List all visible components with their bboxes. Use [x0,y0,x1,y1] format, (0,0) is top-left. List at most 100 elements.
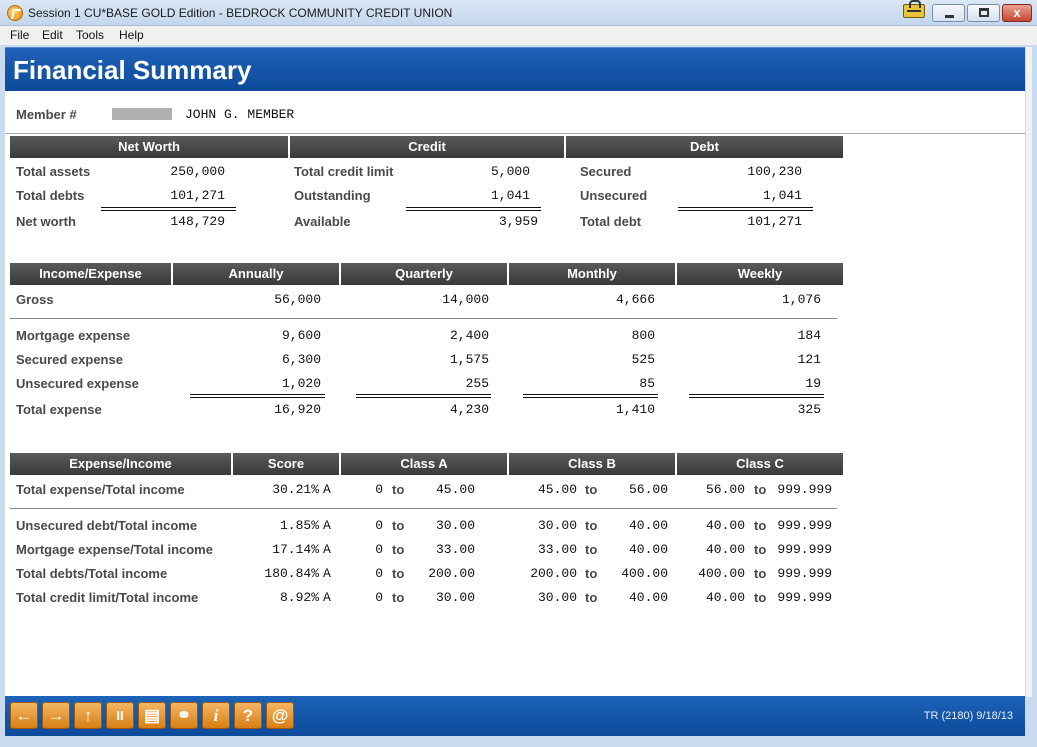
total-rule [356,394,491,398]
class-b-from: 200.00 [530,566,577,581]
total-expense-quarterly: 4,230 [449,402,489,417]
to-label: to [392,590,405,605]
info-button[interactable]: i [202,702,230,729]
ratio-label: Unsecured debt/Total income [16,518,198,533]
app-logo-icon [7,5,23,21]
email-button[interactable]: @ [266,702,294,729]
total-expense-monthly: 1,410 [615,402,655,417]
link-button[interactable]: ⚭ [170,702,198,729]
maximize-button[interactable] [967,4,1000,22]
total-rule [190,394,325,398]
to-label: to [392,542,405,557]
minimize-button[interactable] [932,4,965,22]
window-bottom-border [0,736,1037,747]
gross-weekly: 1,076 [781,292,821,307]
secured-value: 100,230 [747,164,802,179]
class-b-to: 56.00 [628,482,668,497]
total-credit-limit-value: 5,000 [490,164,530,179]
class-b-from: 30.00 [537,590,577,605]
class-c-to: 999.999 [777,482,832,497]
score-header: Score [233,453,339,475]
credit-header: Credit [290,136,564,158]
menu-edit[interactable]: Edit [42,28,63,42]
unsecured-label: Unsecured [580,188,648,203]
ratio-label: Total credit limit/Total income [16,590,199,605]
class-a-from: 0 [375,542,383,557]
member-label: Member # [16,107,77,122]
net-worth-header: Net Worth [10,136,288,158]
lock-icon[interactable] [903,0,925,18]
to-label: to [585,542,598,557]
divider [10,318,837,319]
secured-expense-label: Secured expense [16,352,123,367]
unsecured-expense-annually: 1,020 [281,376,321,391]
total-assets-label: Total assets [16,164,91,179]
close-icon: x [1013,5,1021,20]
member-number-redacted [112,108,172,120]
to-label: to [585,482,598,497]
ratio-score: 8.92% [279,590,319,605]
page-title: Financial Summary [13,55,252,85]
member-name: JOHN G. MEMBER [185,107,295,122]
available-label: Available [294,214,351,229]
secured-expense-quarterly: 1,575 [449,352,489,367]
bottom-toolbar: ← → ↑ II ▤ ⚭ i ? @ TR (2180) 9/18/13 [5,696,1025,736]
class-c-from: 40.00 [705,542,745,557]
forward-button[interactable]: → [42,702,70,729]
to-label: to [585,566,598,581]
class-c-to: 999.999 [777,590,832,605]
expense-income-header: Expense/Income [10,453,231,475]
secured-expense-monthly: 525 [631,352,655,367]
class-a-header: Class A [341,453,507,475]
menu-file[interactable]: File [10,28,30,42]
menu-help[interactable]: Help [119,28,144,42]
total-credit-limit-label: Total credit limit [294,164,394,179]
class-a-from: 0 [375,482,383,497]
mortgage-expense-weekly: 184 [797,328,821,343]
weekly-header: Weekly [677,263,843,285]
mortgage-expense-quarterly: 2,400 [449,328,489,343]
available-value: 3,959 [498,214,538,229]
class-b-to: 40.00 [628,542,668,557]
ratio-score: 17.14% [272,542,319,557]
class-b-from: 33.00 [537,542,577,557]
scrollbar[interactable] [1025,47,1032,697]
status-text: TR (2180) 9/18/13 [923,710,1013,722]
menu-tools[interactable]: Tools [76,28,105,42]
unsecured-value: 1,041 [762,188,802,203]
secured-expense-annually: 6,300 [281,352,321,367]
menu-bar: File Edit Tools Help [0,26,1037,45]
ratio-score: 1.85% [279,518,319,533]
total-debts-label: Total debts [16,188,85,203]
class-a-to: 30.00 [435,590,475,605]
help-button[interactable]: ? [234,702,262,729]
class-a-to: 45.00 [435,482,475,497]
ratio-grade: A [323,566,331,581]
total-debt-value: 101,271 [747,214,802,229]
print-button[interactable]: ▤ [138,702,166,729]
class-a-to: 33.00 [435,542,475,557]
close-button[interactable]: x [1002,4,1032,22]
net-worth-label: Net worth [16,214,76,229]
ratio-grade: A [323,590,331,605]
total-rule [523,394,658,398]
unsecured-expense-label: Unsecured expense [16,376,139,391]
pause-button[interactable]: II [106,702,134,729]
quarterly-header: Quarterly [341,263,507,285]
class-a-from: 0 [375,518,383,533]
class-c-from: 400.00 [698,566,745,581]
total-expense-weekly: 325 [797,402,821,417]
debt-header: Debt [566,136,843,158]
secured-label: Secured [580,164,632,179]
class-b-to: 400.00 [621,566,668,581]
ratio-label: Total debts/Total income [16,566,168,581]
gross-quarterly: 14,000 [442,292,489,307]
up-button[interactable]: ↑ [74,702,102,729]
ratio-grade: A [323,542,331,557]
gross-monthly: 4,666 [615,292,655,307]
income-expense-header: Income/Expense [10,263,171,285]
total-rule [689,394,824,398]
back-button[interactable]: ← [10,702,38,729]
total-expense-annually: 16,920 [274,402,321,417]
class-a-to: 30.00 [435,518,475,533]
